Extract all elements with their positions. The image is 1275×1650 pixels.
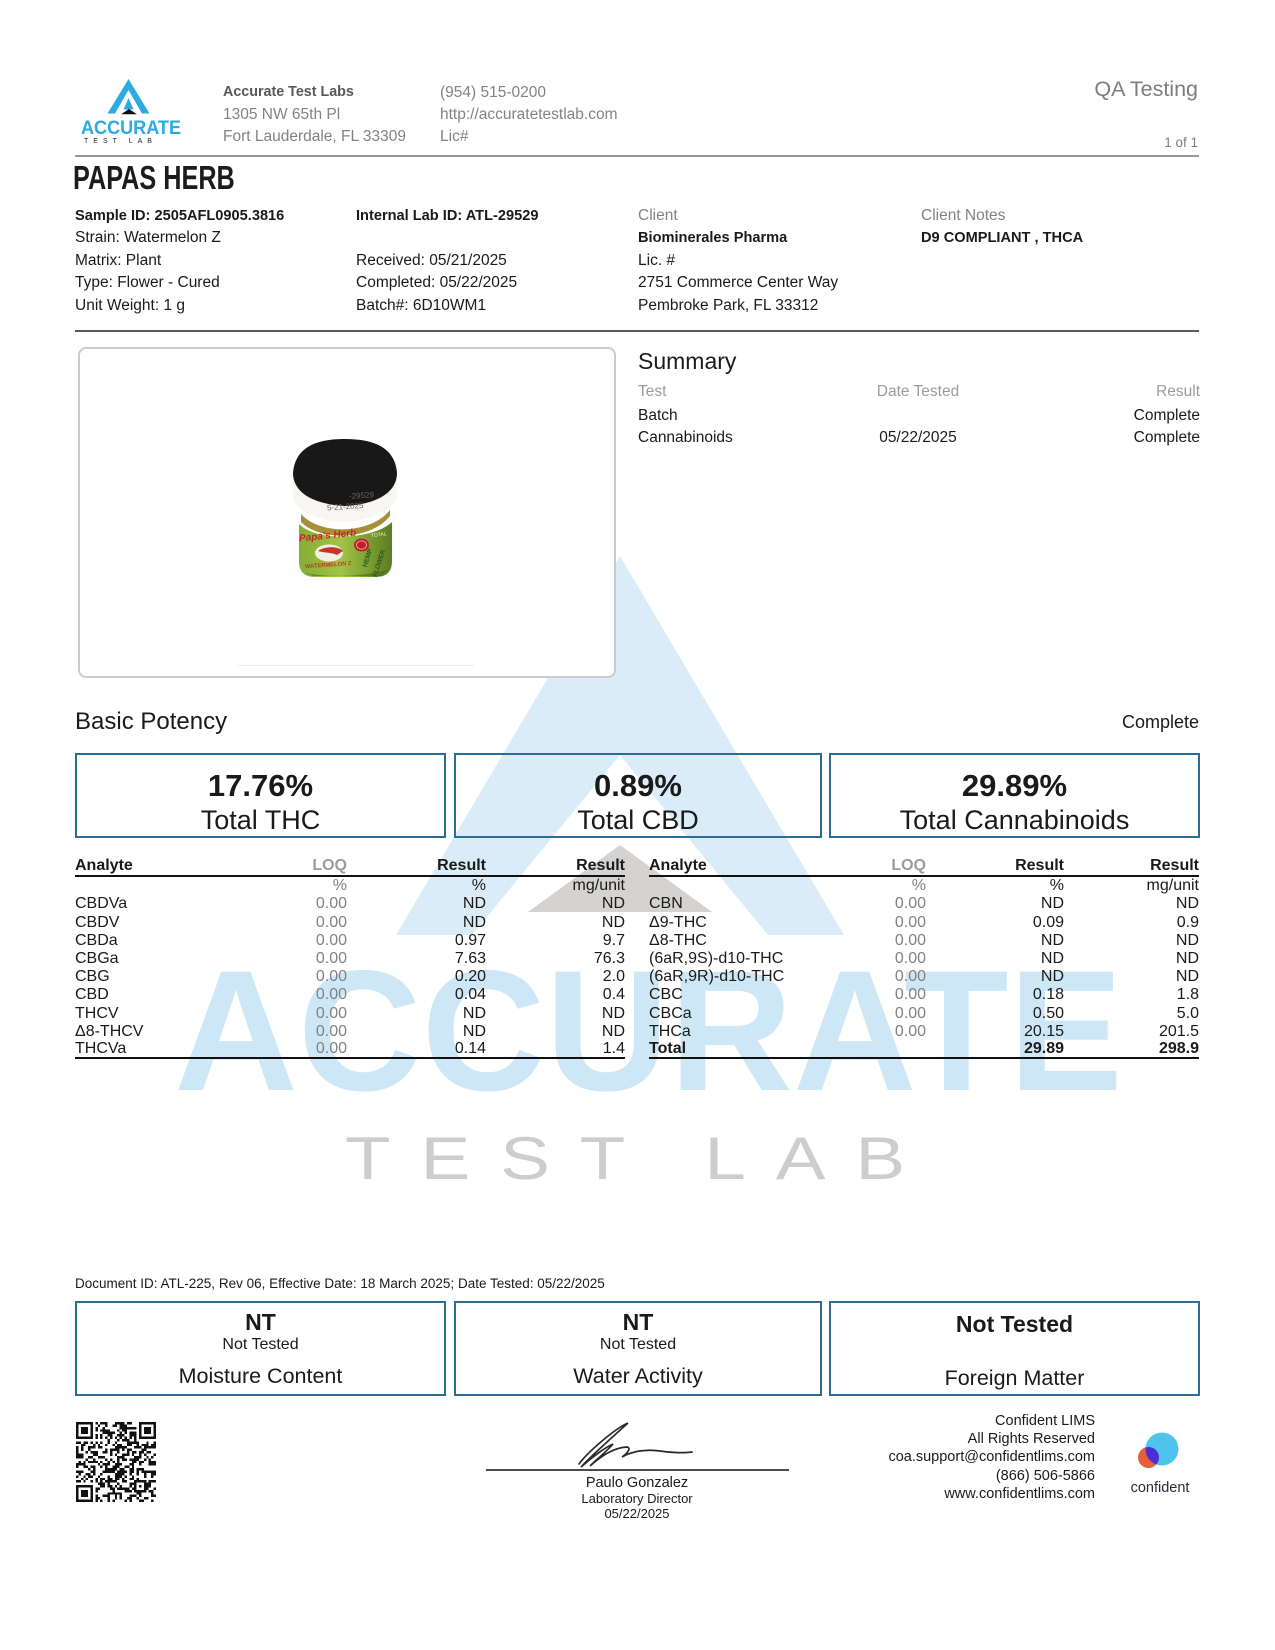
svg-text:-29529: -29529 (349, 490, 375, 501)
svg-text:Laboratory Director: Laboratory Director (581, 1491, 693, 1506)
svg-text:ACCURATE: ACCURATE (81, 118, 181, 139)
svg-text:5-21-2025: 5-21-2025 (327, 501, 365, 513)
svg-text:ACCURATE: ACCURATE (174, 935, 1123, 1127)
svg-text:TEST LAB: TEST LAB (84, 138, 157, 144)
svg-text:TEST LAB: TEST LAB (345, 1125, 935, 1192)
svg-text:WATERMELON Z: WATERMELON Z (305, 561, 352, 570)
svg-text:TOTAL: TOTAL (371, 531, 388, 539)
svg-text:05/22/2025: 05/22/2025 (604, 1506, 669, 1521)
svg-text:confident: confident (1131, 1480, 1190, 1496)
svg-text:Paulo Gonzalez: Paulo Gonzalez (586, 1475, 688, 1491)
